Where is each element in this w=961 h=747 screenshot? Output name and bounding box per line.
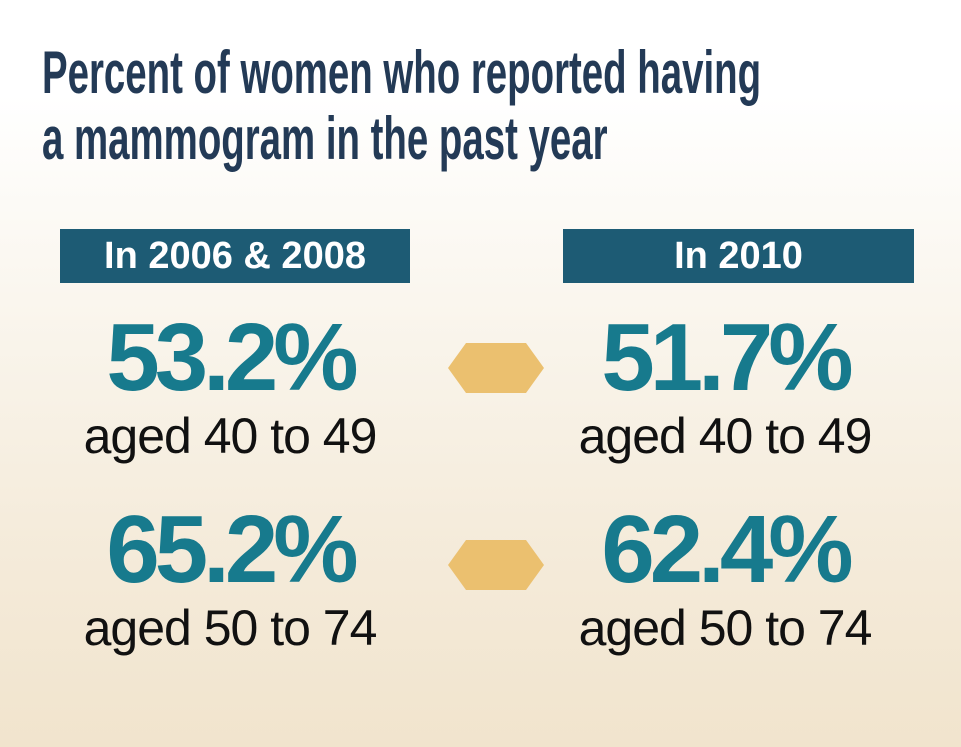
percent-value: 62.4% — [601, 496, 853, 603]
page-title: Percent of women who reported having a m… — [42, 39, 762, 172]
stat-2010-aged-40-49: 51.7% aged 40 to 49 — [515, 304, 935, 465]
age-label: aged 40 to 49 — [83, 408, 378, 464]
percent-value: 65.2% — [106, 496, 358, 603]
header-2010: In 2010 — [563, 229, 914, 283]
percent-value: 51.7% — [601, 304, 853, 411]
age-label: aged 50 to 74 — [83, 600, 378, 656]
age-label: aged 40 to 49 — [578, 408, 873, 464]
hexagon-arrow-icon — [448, 540, 544, 590]
header-2006-2008: In 2006 & 2008 — [60, 229, 410, 283]
title-line-1: Percent of women who reported having — [42, 39, 762, 106]
title-line-2: a mammogram in the past year — [42, 105, 608, 172]
stat-2006-2008-aged-50-74: 65.2% aged 50 to 74 — [20, 496, 440, 657]
hexagon-arrow-icon — [448, 343, 544, 393]
age-label: aged 50 to 74 — [578, 600, 873, 656]
percent-value: 53.2% — [106, 304, 358, 411]
stat-2010-aged-50-74: 62.4% aged 50 to 74 — [515, 496, 935, 657]
stat-2006-2008-aged-40-49: 53.2% aged 40 to 49 — [20, 304, 440, 465]
